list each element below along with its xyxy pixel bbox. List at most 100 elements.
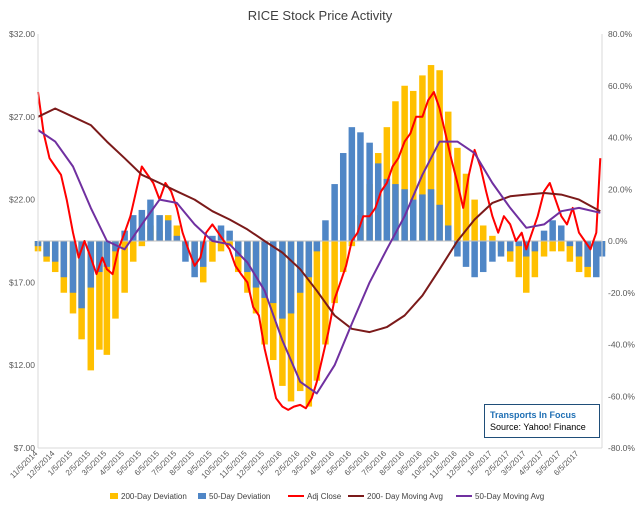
bar-50-day-19	[199, 241, 207, 267]
bar-200-day-7	[96, 241, 103, 350]
bar-50-day-40	[383, 178, 391, 241]
source-annotation-title: Transports In Focus	[490, 410, 577, 420]
bar-200-day-21	[217, 241, 225, 252]
right-tick-label: -80.0%	[608, 443, 635, 453]
right-tick-label: -60.0%	[608, 391, 635, 401]
bar-50-day-23	[234, 241, 242, 257]
legend-swatch	[198, 493, 206, 499]
right-tick-label: 60.0%	[608, 81, 633, 91]
bar-50-day-55	[515, 241, 523, 247]
right-tick-label: 40.0%	[608, 133, 633, 143]
bar-50-day-26	[261, 241, 268, 298]
bar-200-day-49	[462, 173, 470, 241]
bar-200-day-11	[129, 241, 137, 262]
bar-200-day-43	[409, 90, 417, 241]
bar-50-day-25	[252, 241, 260, 288]
bar-200-day-8	[103, 241, 111, 355]
bar-200-day-20	[209, 241, 216, 262]
bar-50-day-31	[305, 241, 313, 278]
bar-50-day-35	[339, 153, 347, 241]
left-tick-label: $32.00	[9, 29, 35, 39]
right-tick-label: 20.0%	[608, 184, 633, 194]
bar-200-day-60	[558, 241, 565, 252]
left-tick-label: $17.00	[9, 277, 35, 287]
bar-200-day-6	[87, 241, 95, 371]
bar-50-day-2	[51, 241, 59, 262]
bar-50-day-62	[575, 241, 583, 257]
right-tick-label: -40.0%	[608, 340, 635, 350]
bar-50-day-54	[506, 241, 514, 252]
bar-200-day-32	[313, 241, 321, 381]
bar-200-day-30	[296, 241, 304, 392]
bar-50-day-34	[331, 184, 338, 241]
bar-50-day-16	[173, 235, 181, 241]
bar-200-day-29	[287, 241, 295, 402]
bar-50-day-45	[427, 189, 435, 241]
bar-50-day-63	[584, 241, 591, 267]
bar-50-day-1	[43, 241, 50, 257]
bar-50-day-11	[129, 215, 137, 241]
bar-200-day-42	[401, 85, 408, 241]
bar-50-day-10	[121, 230, 128, 241]
bar-50-day-20	[209, 235, 216, 241]
line-50-day-moving-avg	[37, 129, 601, 395]
bar-50-day-60	[558, 225, 565, 241]
left-tick-label: $27.00	[9, 112, 35, 122]
bar-50-day-36	[348, 127, 356, 241]
source-annotation-text: Source: Yahoo! Finance	[490, 422, 586, 432]
bar-200-day-44	[419, 75, 426, 242]
bar-200-day-61	[566, 241, 574, 262]
bar-50-day-24	[244, 241, 251, 273]
bar-50-day-57	[531, 241, 539, 252]
left-tick-label: $22.00	[9, 195, 35, 205]
bar-50-day-51	[479, 241, 487, 273]
legend-label: 200- Day Moving Avg	[367, 492, 443, 501]
bar-200-day-55	[515, 241, 523, 278]
bar-50-day-59	[549, 220, 556, 241]
bar-200-day-16	[173, 225, 181, 241]
bar-50-day-5	[78, 241, 85, 309]
bar-50-day-53	[497, 241, 505, 257]
legend-label: 50-Day Deviation	[209, 492, 270, 501]
bar-50-day-32	[313, 241, 321, 252]
bar-50-day-27	[269, 241, 277, 304]
bar-200-day-31	[305, 241, 313, 407]
bar-200-day-52	[489, 235, 496, 241]
bar-50-day-9	[112, 241, 119, 252]
bar-50-day-22	[226, 230, 233, 241]
bar-200-day-10	[121, 241, 128, 293]
x-axis: 11/5/201412/5/20141/5/20152/5/20153/5/20…	[8, 447, 602, 481]
left-axis: $7.00 $12.00 $17.00 $22.00 $27.00 $32.00	[9, 29, 39, 453]
bar-50-day-47	[444, 225, 452, 241]
bar-50-day-43	[409, 199, 417, 241]
bar-50-day-46	[436, 204, 443, 241]
bar-50-day-52	[489, 241, 496, 262]
bar-50-day-50	[471, 241, 478, 278]
bar-200-day-35	[339, 241, 347, 273]
chart-title: RICE Stock Price Activity	[248, 8, 393, 23]
bar-200-day-12	[138, 241, 146, 247]
bar-50-day-37	[357, 132, 364, 241]
bar-50-day-4	[69, 241, 77, 293]
bar-50-day-29	[287, 241, 295, 314]
bar-200-day-56	[523, 241, 530, 293]
legend-label: Adj Close	[307, 492, 342, 501]
bar-50-day-64	[593, 241, 600, 278]
left-tick-label: $12.00	[9, 360, 35, 370]
bar-50-day-7	[96, 241, 103, 273]
bar-50-day-61	[566, 241, 574, 247]
bar-50-day-41	[392, 184, 399, 241]
bar-50-day-58	[540, 230, 548, 241]
bar-50-day-21	[217, 225, 225, 241]
legend: 200-Day Deviation 50-Day Deviation Adj Clo…	[110, 492, 544, 501]
bar-200-day-59	[549, 241, 556, 252]
right-tick-label: 0.0%	[608, 236, 628, 246]
bar-50-day-15	[164, 220, 172, 241]
bar-50-day-33	[322, 220, 329, 241]
bar-50-day-13	[147, 199, 154, 241]
bar-200-day-48	[454, 147, 461, 241]
bar-200-day-58	[540, 241, 548, 257]
legend-label: 50-Day Moving Avg	[475, 492, 544, 501]
